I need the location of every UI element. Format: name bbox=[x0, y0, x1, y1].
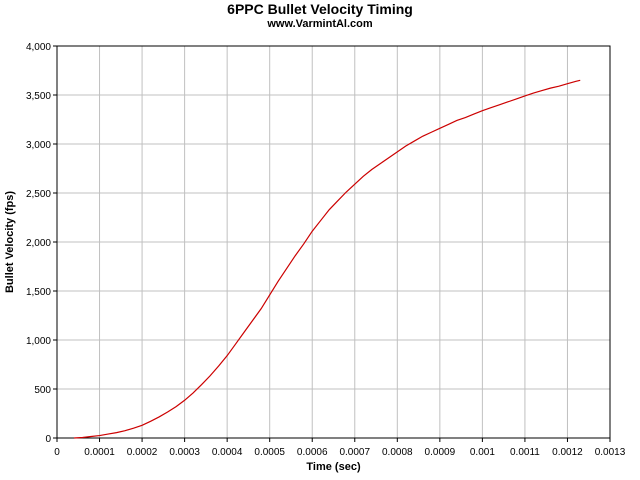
x-tick-label: 0.0003 bbox=[169, 447, 200, 458]
x-tick-label: 0.0008 bbox=[382, 447, 413, 458]
x-tick-label: 0.0011 bbox=[510, 447, 540, 458]
x-tick-label: 0.0009 bbox=[425, 447, 456, 458]
x-tick-label: 0.0013 bbox=[595, 447, 626, 458]
series-line bbox=[73, 79, 581, 439]
grid-lines bbox=[57, 46, 610, 438]
x-tick-label: 0.001 bbox=[470, 447, 495, 458]
y-tick-label: 2,000 bbox=[26, 238, 51, 249]
x-tick-label: 0.0004 bbox=[212, 447, 243, 458]
y-tick-label: 0 bbox=[45, 434, 51, 445]
x-tick-label: 0.0006 bbox=[297, 447, 328, 458]
x-tick-label: 0.0012 bbox=[552, 447, 583, 458]
y-tick-label: 500 bbox=[34, 385, 51, 396]
x-tick-label: 0.0001 bbox=[84, 447, 115, 458]
y-tick-label: 3,500 bbox=[26, 91, 51, 102]
x-tick-label: 0.0005 bbox=[254, 447, 285, 458]
chart-subtitle: www.VarmintAl.com bbox=[267, 18, 373, 30]
y-axis-label: Bullet Velocity (fps) bbox=[4, 191, 16, 293]
y-tick-label: 2,500 bbox=[26, 189, 51, 200]
y-tick-label: 1,500 bbox=[26, 287, 51, 298]
x-tick-label: 0 bbox=[54, 447, 60, 458]
x-axis-ticks: 0 0.0001 0.0002 0.0003 0.0004 0.0005 0.0006 0.0… bbox=[54, 438, 626, 458]
x-axis-label: Time (sec) bbox=[306, 461, 361, 473]
x-tick-label: 0.0007 bbox=[339, 447, 370, 458]
y-tick-label: 1,000 bbox=[26, 336, 51, 347]
x-tick-label: 0.0002 bbox=[127, 447, 158, 458]
chart-title: 6PPC Bullet Velocity Timing bbox=[227, 1, 413, 17]
y-tick-label: 4,000 bbox=[26, 42, 51, 53]
y-axis-ticks: 0 500 1,000 1,500 2,000 2,500 3,000 3,500 4,000 bbox=[26, 42, 57, 445]
y-tick-label: 3,000 bbox=[26, 140, 51, 151]
